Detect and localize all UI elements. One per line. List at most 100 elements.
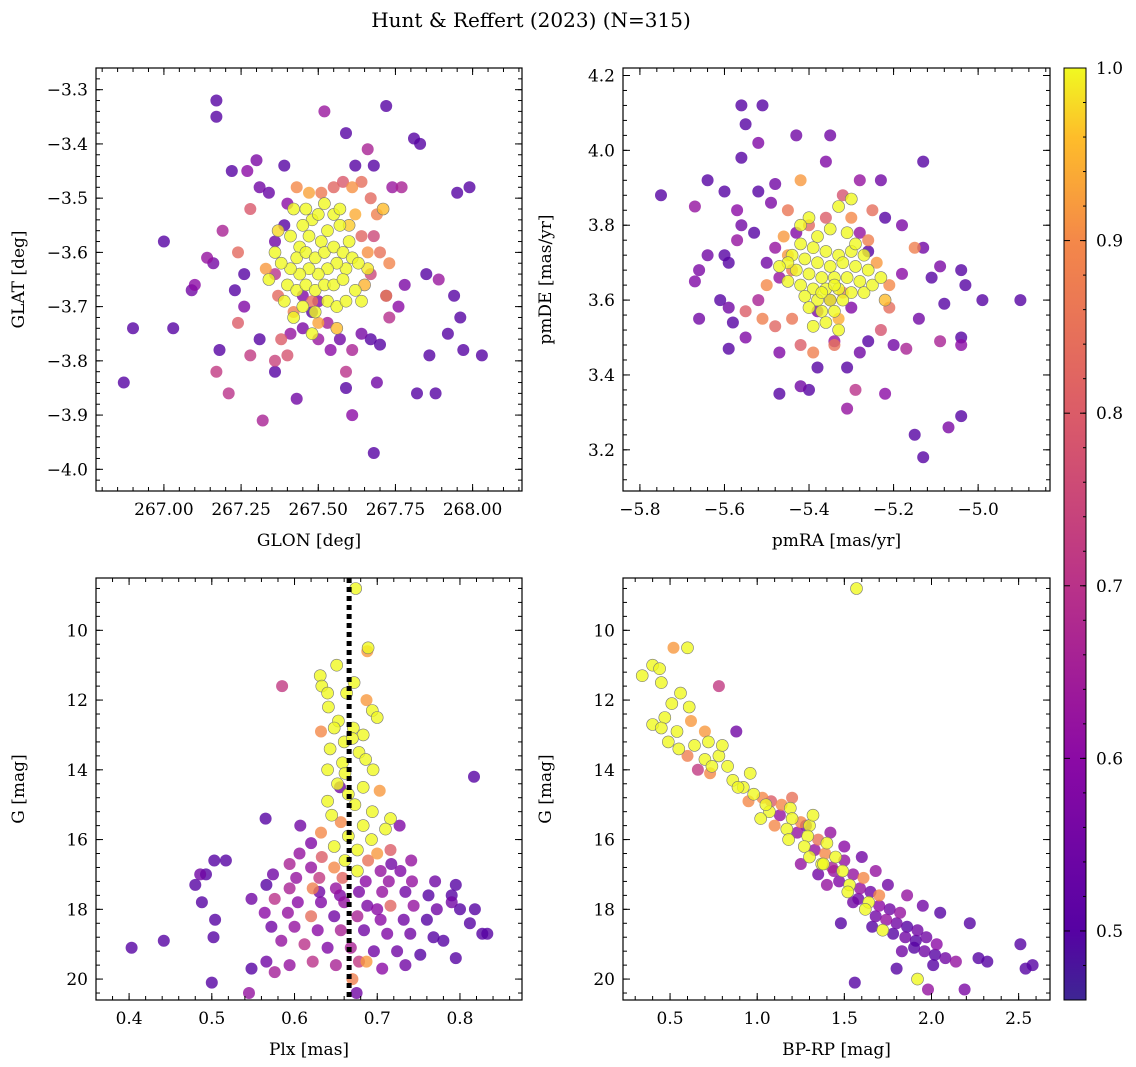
data-point [405,854,418,867]
data-point [259,262,272,275]
data-point [327,181,340,194]
data-point [777,230,790,243]
data-point [922,983,934,996]
data-point [908,428,921,441]
y-tick-label: 3.4 [588,366,615,386]
data-point [346,409,359,422]
data-point [188,278,201,291]
data-point [356,728,370,742]
data-point [404,927,417,940]
data-point [327,278,341,292]
data-point [693,312,706,325]
data-point [765,196,777,209]
x-tick-label: 2.5 [1005,1009,1032,1029]
x-tick-label: 0.8 [446,1009,473,1029]
data-point [384,844,397,856]
data-point [780,822,794,836]
data-point [454,903,466,916]
data-point [245,892,258,905]
data-point [287,202,300,216]
data-point [376,962,389,975]
data-point [322,700,335,714]
data-point [844,286,858,299]
data-point [721,759,734,773]
data-point [773,346,786,359]
data-point [311,924,324,937]
data-point [908,941,921,954]
data-point [887,339,900,351]
y-axis-label: G [mag] [536,754,556,823]
data-point [351,843,364,857]
data-point [849,237,862,251]
data-point [722,342,735,355]
data-point [420,268,433,281]
data-point [781,204,794,217]
data-point [342,235,356,248]
data-point [802,211,816,224]
data-point [360,694,373,707]
data-point [820,836,834,850]
data-point [773,260,786,273]
data-point [283,858,296,870]
data-point [959,279,972,292]
data-point [383,257,396,270]
data-point [841,361,854,374]
data-point [908,241,921,254]
data-point [900,342,913,355]
data-point [311,208,325,221]
data-point [934,260,947,273]
y-tick-label: −3.5 [47,189,88,209]
data-point [916,899,929,912]
data-point [355,230,368,243]
data-point [786,312,799,325]
data-point [811,361,824,374]
x-tick-label: 1.5 [831,1009,858,1029]
data-point [739,331,752,344]
data-point [207,931,220,944]
data-point [406,875,418,888]
data-point [853,346,866,359]
data-point [380,289,393,302]
data-point [701,174,714,187]
data-point [769,241,782,254]
data-point [735,99,748,112]
data-point [429,387,442,400]
data-point [688,739,701,752]
x-tick-label: 0.6 [281,1009,308,1029]
data-point [407,899,420,912]
figure-title: Hunt & Reffert (2023) (N=315) [371,8,691,32]
data-point [949,955,962,968]
data-point [841,885,855,899]
data-point [817,857,830,871]
data-point [195,896,208,909]
data-point [216,224,229,237]
data-point [463,917,476,930]
y-tick-label: 3.8 [588,216,615,236]
data-point [349,159,362,172]
data-point [836,293,850,307]
data-point [365,833,378,846]
data-point [823,293,837,307]
data-point [880,913,893,926]
data-point [848,976,861,989]
y-tick-label: −3.4 [47,135,88,155]
data-point [481,927,494,940]
data-point [351,864,364,878]
data-point [691,763,704,776]
x-tick-label: 0.5 [657,1009,684,1029]
data-point [339,294,353,308]
data-point [321,686,334,700]
data-point [853,275,867,288]
data-point [346,181,359,194]
data-point [324,344,337,356]
data-point [475,349,488,362]
data-point [845,211,858,224]
y-tick-label: 16 [593,831,615,851]
y-tick-label: 14 [593,761,615,781]
data-point [752,294,765,307]
data-point [451,186,464,199]
data-point [366,763,380,777]
data-point [790,129,803,142]
data-point [318,246,331,259]
data-point [299,278,313,292]
